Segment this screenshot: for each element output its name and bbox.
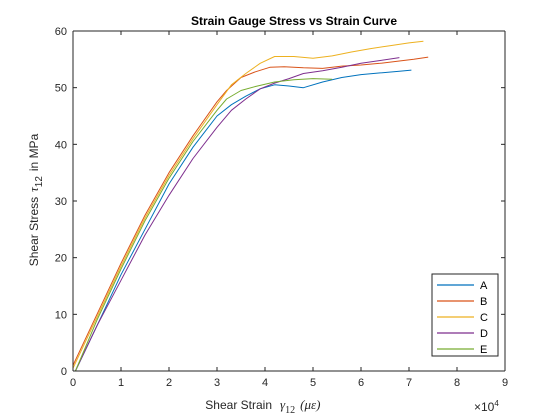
- y-axis-label-group: Shear Stressτ12in MPa: [26, 133, 45, 266]
- y-tick-label: 30: [55, 196, 67, 208]
- legend-label-d: D: [480, 328, 488, 340]
- x-tick-label: 5: [310, 377, 316, 389]
- x-multiplier-base: ×10: [474, 400, 495, 414]
- legend-label-a: A: [480, 280, 488, 292]
- x-tick-label: 1: [118, 377, 124, 389]
- y-axis-label: Shear Stressτ12in MPa: [26, 133, 45, 266]
- x-tick-label: 9: [502, 377, 508, 389]
- legend-label-c: C: [480, 312, 488, 324]
- x-axis-symbol: γ12 (με): [280, 397, 320, 416]
- y-axis-symbol-subscript: 12: [34, 176, 45, 188]
- x-axis-units: (με): [300, 397, 320, 412]
- x-axis-symbol-subscript: 12: [285, 405, 295, 416]
- x-axis-label: Shear Strain: [205, 398, 272, 412]
- legend-label-b: B: [480, 296, 487, 308]
- x-tick-label: 8: [454, 377, 460, 389]
- x-tick-label: 4: [262, 377, 268, 389]
- x-tick-label: 3: [214, 377, 220, 389]
- x-multiplier: ×104: [474, 399, 499, 414]
- x-tick-label: 0: [70, 377, 76, 389]
- x-tick-label: 6: [358, 377, 364, 389]
- x-multiplier-exponent: 4: [494, 399, 499, 408]
- y-tick-label: 50: [55, 83, 67, 95]
- y-axis-suffix: in MPa: [27, 133, 41, 171]
- y-tick-label: 0: [61, 366, 67, 378]
- y-axis-label-text: Shear Stress: [27, 197, 41, 266]
- x-tick-label: 7: [406, 377, 412, 389]
- legend-box: [432, 274, 498, 356]
- y-tick-label: 10: [55, 309, 67, 321]
- x-tick-label: 2: [166, 377, 172, 389]
- y-tick-label: 60: [55, 26, 67, 38]
- chart-title: Strain Gauge Stress vs Strain Curve: [191, 14, 397, 28]
- y-tick-label: 40: [55, 139, 67, 151]
- y-tick-label: 20: [55, 253, 67, 265]
- legend-label-e: E: [480, 344, 487, 356]
